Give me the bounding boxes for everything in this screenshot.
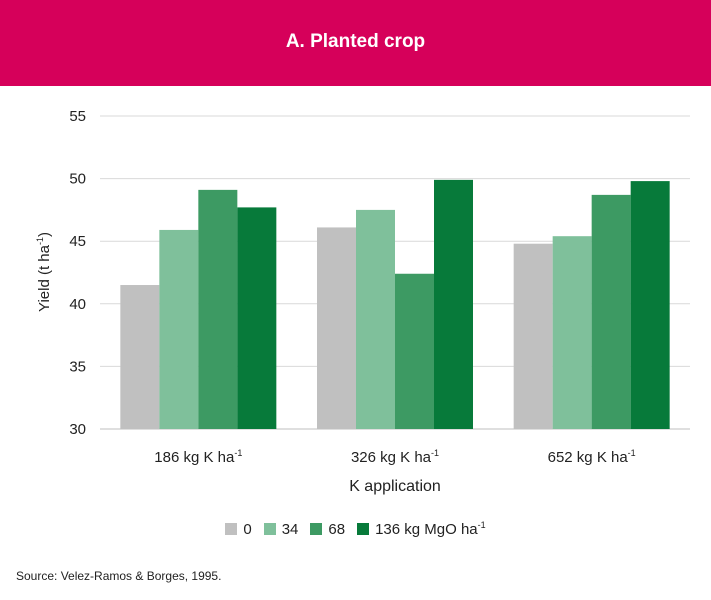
legend-swatch [263, 523, 276, 535]
chart-title: A. Planted crop [285, 31, 426, 52]
y-axis-label: Yield (t ha-1) [35, 232, 53, 312]
legend-item: 136 kg MgO ha-1 [357, 520, 486, 538]
y-tick-label: 45 [69, 233, 86, 250]
legend-label: 136 kg MgO ha-1 [375, 520, 486, 538]
bar [513, 243, 553, 429]
legend-label: 68 [328, 520, 346, 538]
y-tick-label: 30 [69, 421, 86, 438]
bar [630, 181, 670, 429]
bar [198, 189, 238, 429]
bar [237, 207, 277, 429]
legend-label: 34 [281, 520, 299, 538]
legend-swatch [225, 523, 238, 535]
y-tick-label: 40 [69, 296, 86, 313]
y-tick-label: 35 [69, 358, 86, 375]
y-tick-label: 50 [69, 171, 86, 188]
bar [591, 194, 631, 429]
x-axis-label: K application [349, 478, 441, 495]
legend-item: 34 [263, 520, 299, 538]
legend: 0 34 68 136 kg MgO ha-1 [0, 520, 711, 538]
source-note: Source: Velez-Ramos & Borges, 1995. [16, 569, 222, 583]
x-tick-label: 652 kg K ha-1 [547, 448, 636, 466]
bar [317, 227, 356, 429]
bar [159, 229, 199, 429]
bar [120, 285, 160, 429]
bar [395, 273, 434, 429]
y-tick-label: 55 [69, 108, 86, 125]
legend-label: 0 [243, 520, 252, 538]
legend-item: 0 [225, 520, 252, 538]
legend-swatch [310, 523, 323, 535]
bar [356, 209, 395, 429]
bar [552, 236, 592, 429]
x-tick-label: 326 kg K ha-1 [350, 448, 440, 466]
x-tick-label: 186 kg K ha-1 [154, 448, 243, 466]
bar [434, 179, 473, 429]
chart-header: A. Planted crop [0, 0, 711, 86]
legend-item: 68 [310, 521, 345, 538]
legend-swatch [357, 523, 370, 535]
